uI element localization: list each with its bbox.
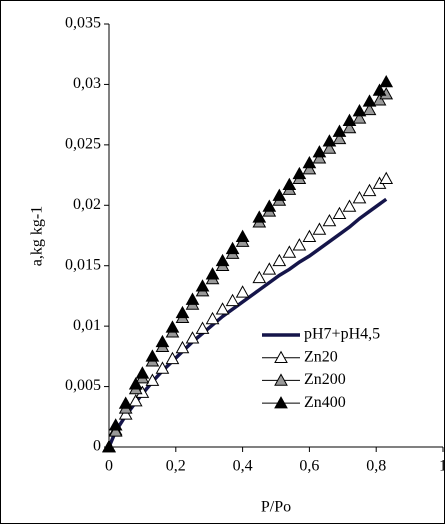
marker	[102, 439, 116, 453]
legend-label: Zn400	[304, 394, 346, 411]
marker	[165, 320, 180, 333]
x-tick-label: 1	[439, 458, 445, 475]
marker	[135, 366, 150, 379]
marker	[379, 171, 394, 184]
y-tick-label: 0	[93, 438, 101, 455]
marker	[312, 222, 327, 235]
marker	[302, 155, 317, 169]
marker	[342, 120, 357, 134]
marker	[145, 373, 160, 386]
marker	[342, 113, 357, 126]
marker	[118, 407, 133, 420]
marker	[362, 102, 377, 116]
marker	[379, 74, 394, 88]
marker	[322, 134, 337, 147]
marker	[175, 340, 190, 354]
marker	[292, 238, 307, 251]
marker	[272, 188, 287, 201]
marker	[322, 213, 337, 227]
legend-label: Zn20	[304, 348, 338, 365]
legend-swatch	[274, 396, 288, 409]
x-tick-label: 0,2	[166, 458, 186, 475]
marker	[165, 351, 180, 365]
marker	[312, 145, 327, 158]
legend-label: pH7+pH4,5	[304, 326, 380, 343]
y-tick-label: 0,01	[73, 317, 101, 334]
marker	[175, 305, 190, 319]
legend-swatch	[274, 373, 288, 386]
marker	[118, 396, 133, 409]
marker	[262, 199, 277, 212]
marker	[342, 199, 357, 212]
x-tick-label: 0,4	[233, 458, 253, 475]
marker	[332, 124, 347, 137]
y-tick-label: 0,025	[65, 136, 101, 153]
marker	[282, 177, 297, 191]
marker	[128, 377, 143, 390]
marker	[302, 229, 317, 243]
legend-label: Zn200	[304, 371, 346, 388]
y-tick-label: 0,02	[73, 196, 101, 213]
marker	[252, 270, 267, 284]
marker	[128, 394, 143, 407]
x-tick-label: 0,8	[366, 458, 386, 475]
y-axis-label: a,kg kg-1	[29, 206, 46, 266]
y-tick-label: 0,035	[65, 15, 101, 32]
y-tick-label: 0,005	[65, 377, 101, 394]
marker	[312, 151, 327, 164]
marker	[195, 279, 210, 292]
x-axis-label: P/Po	[261, 499, 291, 516]
marker	[302, 161, 317, 175]
marker	[252, 210, 267, 223]
marker	[322, 141, 337, 154]
marker	[372, 83, 387, 96]
marker	[225, 293, 240, 307]
marker	[215, 253, 230, 267]
marker	[108, 424, 123, 437]
marker	[155, 361, 170, 374]
marker	[332, 131, 347, 145]
marker	[362, 183, 377, 197]
marker	[205, 311, 220, 325]
marker	[352, 191, 367, 204]
marker	[292, 166, 307, 180]
y-tick-label: 0,03	[73, 75, 101, 92]
marker	[235, 229, 250, 243]
marker	[235, 285, 250, 298]
marker	[185, 331, 200, 344]
x-tick-label: 0	[105, 458, 113, 475]
x-tick-label: 0,6	[299, 458, 319, 475]
marker	[332, 206, 347, 220]
marker	[272, 253, 287, 267]
marker	[155, 334, 170, 348]
marker	[352, 103, 367, 117]
marker	[352, 111, 367, 124]
marker	[215, 302, 230, 315]
y-tick-label: 0,015	[65, 256, 101, 273]
marker	[282, 245, 297, 258]
marker	[108, 418, 123, 431]
legend-swatch	[274, 350, 288, 363]
marker	[262, 262, 277, 275]
marker	[225, 241, 240, 255]
marker	[195, 321, 210, 334]
marker	[145, 349, 160, 362]
marker	[205, 267, 220, 280]
marker	[185, 292, 200, 305]
marker	[362, 94, 377, 107]
marker	[372, 93, 387, 106]
